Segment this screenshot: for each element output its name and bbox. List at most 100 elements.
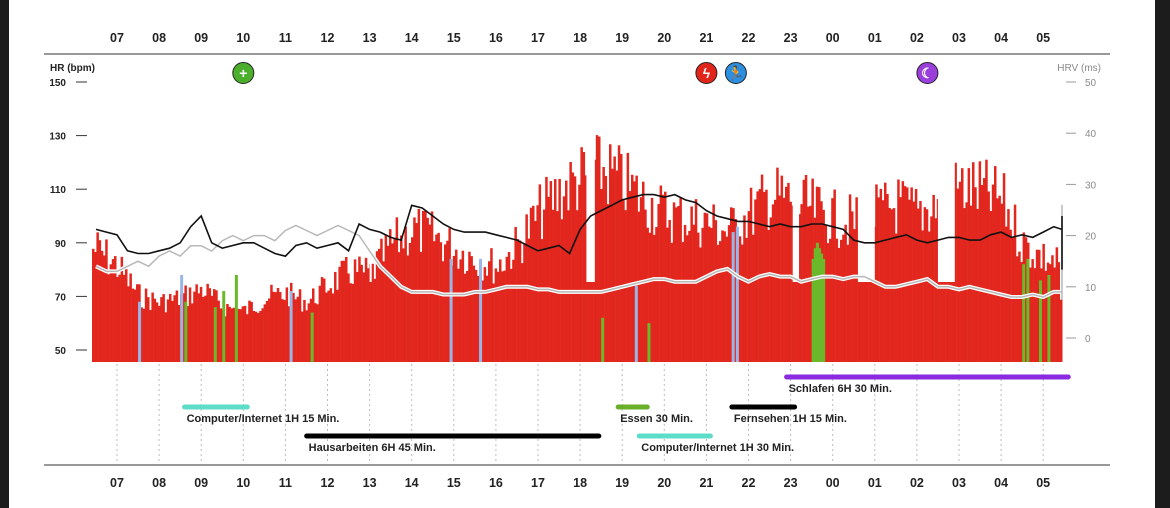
hr-bar	[413, 217, 416, 362]
hr-bar	[358, 256, 361, 362]
hr-bar	[144, 288, 148, 362]
hr-bar	[771, 204, 775, 362]
data-gap	[369, 82, 372, 282]
hr-bar	[105, 239, 108, 362]
hr-bar	[433, 241, 436, 362]
hour-label-bottom: 01	[868, 476, 882, 490]
hr-bar	[375, 251, 379, 362]
hr-bar	[488, 261, 491, 362]
left-axis-label: HR (bpm)	[50, 63, 95, 74]
hr-bar	[609, 144, 612, 362]
hr-bar	[760, 174, 764, 362]
hour-label-top: 21	[699, 31, 713, 45]
hr-bar	[419, 251, 423, 362]
hr-bar	[268, 298, 271, 362]
hr-bar	[538, 184, 542, 362]
hr-bar	[989, 210, 993, 362]
hr-bar	[195, 284, 198, 362]
hr-bar	[1007, 209, 1010, 362]
hr-bar	[270, 284, 273, 362]
hr-bar	[250, 301, 253, 362]
hr-bar	[576, 210, 579, 362]
hr-bar	[705, 213, 709, 362]
hr-bar	[369, 264, 372, 362]
hr-bar	[714, 220, 718, 362]
hr-bar	[323, 278, 326, 362]
hr-bar	[424, 210, 427, 362]
hr-bar	[681, 242, 685, 362]
hr-bar	[837, 247, 841, 362]
hr-bar	[109, 264, 113, 362]
data-gap	[937, 82, 955, 282]
hr-bar	[807, 206, 810, 362]
hr-bar	[463, 273, 467, 362]
hr-bar	[147, 297, 150, 362]
hour-label-bottom: 04	[994, 476, 1008, 490]
hr-bar	[554, 179, 557, 362]
hr-bar	[164, 312, 168, 362]
green-event-bar	[1038, 280, 1042, 362]
hr-bar	[100, 250, 104, 362]
hr-bar	[393, 238, 396, 362]
hr-bar	[976, 208, 979, 362]
hr-bar	[527, 238, 531, 362]
hour-label-bottom: 11	[279, 476, 292, 490]
hr-bar	[248, 300, 251, 362]
data-gap	[857, 82, 875, 282]
hr-bar	[162, 294, 165, 362]
hr-bar	[477, 275, 480, 362]
hr-bar	[835, 238, 839, 362]
hr-bar	[598, 136, 601, 362]
hr-bar	[967, 168, 971, 362]
hr-bar	[620, 154, 623, 362]
hr-bar	[701, 227, 704, 362]
hr-bar	[716, 244, 720, 362]
hr-bar	[802, 179, 806, 362]
hr-bar	[349, 283, 352, 362]
hr-bar	[129, 273, 132, 362]
hr-bar	[928, 231, 931, 362]
hr-bar	[655, 227, 658, 362]
hr-bar	[602, 166, 605, 362]
hr-bar	[923, 207, 927, 362]
hr-bar	[1016, 256, 1019, 362]
hr-bar	[600, 189, 603, 362]
hr-bar	[114, 256, 117, 362]
hr-bar	[796, 208, 799, 362]
hr-bar	[1018, 251, 1021, 362]
hr-bar	[279, 292, 282, 362]
hr-bar	[1057, 262, 1061, 362]
hr-bar	[776, 167, 779, 362]
running-icon-circle	[724, 62, 747, 84]
hr-bar	[881, 200, 885, 362]
data-gap	[165, 82, 169, 282]
hr-bar	[829, 238, 832, 362]
hr-bar	[173, 295, 176, 362]
hr-bar	[329, 288, 333, 362]
hr-bar	[617, 145, 621, 362]
hr-bar	[263, 304, 267, 362]
plus-icon: +	[232, 62, 255, 84]
hr-bar	[307, 303, 311, 362]
green-event-bar	[647, 323, 651, 362]
hr-bar	[862, 207, 865, 362]
hr-bar	[518, 240, 522, 362]
hr-bar	[1024, 237, 1028, 362]
hr-bar	[395, 217, 399, 362]
hr-bar	[133, 289, 137, 362]
hr-bar	[408, 242, 412, 362]
hr-bar	[285, 287, 289, 362]
hr-bar	[318, 285, 322, 362]
hr-bar	[400, 235, 403, 362]
blue-event-bar	[289, 291, 293, 362]
hour-label-top: 18	[573, 31, 587, 45]
hr-bar	[496, 271, 500, 362]
hr-bar	[208, 288, 212, 362]
hr-bars-group	[92, 135, 1063, 362]
hr-bar	[622, 199, 625, 362]
hr-bar	[501, 271, 504, 362]
hr-bar	[956, 188, 960, 362]
hr-bar	[455, 249, 458, 362]
hr-bar	[261, 308, 264, 362]
